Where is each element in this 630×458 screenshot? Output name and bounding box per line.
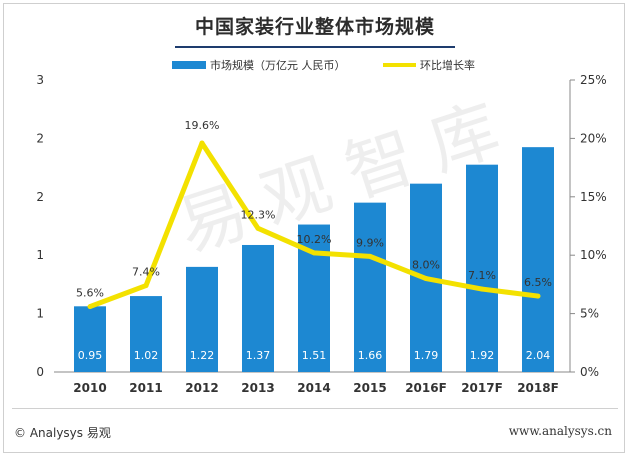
bar xyxy=(186,266,218,372)
growth-value-label: 10.2% xyxy=(297,233,332,246)
y-left-tick-label: 2 xyxy=(36,190,44,204)
bar-value-label: 1.22 xyxy=(190,349,215,362)
growth-value-label: 19.6% xyxy=(185,119,220,132)
y-right-tick-label: 0% xyxy=(580,365,599,379)
bar xyxy=(466,164,498,372)
bar xyxy=(354,202,386,372)
footer-url: www.analysys.cn xyxy=(508,424,612,438)
bar xyxy=(242,244,274,372)
growth-point xyxy=(143,283,149,289)
x-tick-label: 2013 xyxy=(241,381,274,395)
y-right-tick-label: 15% xyxy=(580,190,607,204)
y-left-tick-label: 0 xyxy=(36,365,44,379)
y-right-tick-label: 10% xyxy=(580,248,607,262)
bar xyxy=(130,296,162,372)
x-tick-label: 2010 xyxy=(73,381,106,395)
y-left-tick-label: 1 xyxy=(36,307,44,321)
line-series xyxy=(87,140,541,310)
bar-value-label: 0.95 xyxy=(78,349,103,362)
growth-value-label: 7.4% xyxy=(132,266,160,279)
axes: 0 1 1 2 2 3 0% 5% 10% 15% 20% 25% 2010 2011 2012 2013 20… xyxy=(36,73,606,395)
legend: 市场规模（万亿元 人民币） 环比增长率 xyxy=(172,58,475,72)
footer-divider xyxy=(12,408,618,409)
growth-value-label: 6.5% xyxy=(524,276,552,289)
y-left-tick-label: 1 xyxy=(36,248,44,262)
growth-point xyxy=(423,276,429,282)
bar xyxy=(522,147,554,372)
growth-point xyxy=(311,250,317,256)
x-tick-label: 2018F xyxy=(517,381,559,395)
title-underline xyxy=(175,46,455,48)
y-right-tick-label: 5% xyxy=(580,307,599,321)
data-labels: 0.95 1.02 1.22 1.37 1.51 1.66 1.79 1.92 2.04 5.6%… xyxy=(76,119,552,362)
growth-point xyxy=(255,225,261,231)
legend-swatch-bar xyxy=(172,61,206,69)
bar-value-label: 1.79 xyxy=(414,349,439,362)
growth-point xyxy=(199,140,205,146)
bar-value-label: 1.92 xyxy=(470,349,495,362)
x-tick-label: 2011 xyxy=(129,381,162,395)
bar-value-label: 1.37 xyxy=(246,349,271,362)
growth-value-label: 8.0% xyxy=(412,259,440,272)
x-tick-label: 2015 xyxy=(353,381,386,395)
growth-point xyxy=(87,304,93,310)
bar xyxy=(74,306,106,372)
y-right-tick-label: 25% xyxy=(580,73,607,87)
growth-value-label: 5.6% xyxy=(76,287,104,300)
x-tick-label: 2014 xyxy=(297,381,330,395)
y-left-tick-label: 2 xyxy=(36,131,44,145)
legend-label-line: 环比增长率 xyxy=(420,58,475,72)
growth-point xyxy=(479,286,485,292)
growth-value-label: 9.9% xyxy=(356,236,384,249)
chart-title: 中国家装行业整体市场规模 xyxy=(194,16,435,38)
bar-value-label: 2.04 xyxy=(526,349,551,362)
x-tick-label: 2012 xyxy=(185,381,218,395)
y-left-tick-label: 3 xyxy=(36,73,44,87)
y-right-tick-label: 20% xyxy=(580,131,607,145)
bar-value-label: 1.51 xyxy=(302,349,327,362)
bar-series xyxy=(74,147,554,372)
legend-label-bar: 市场规模（万亿元 人民币） xyxy=(210,58,346,72)
growth-value-label: 12.3% xyxy=(241,208,276,221)
growth-point xyxy=(367,253,373,259)
x-tick-label: 2017F xyxy=(461,381,503,395)
growth-point xyxy=(535,293,541,299)
growth-value-label: 7.1% xyxy=(468,269,496,282)
footer-source: © Analysys 易观 xyxy=(14,426,111,440)
x-tick-label: 2016F xyxy=(405,381,447,395)
bar-value-label: 1.66 xyxy=(358,349,383,362)
bar-value-label: 1.02 xyxy=(134,349,159,362)
